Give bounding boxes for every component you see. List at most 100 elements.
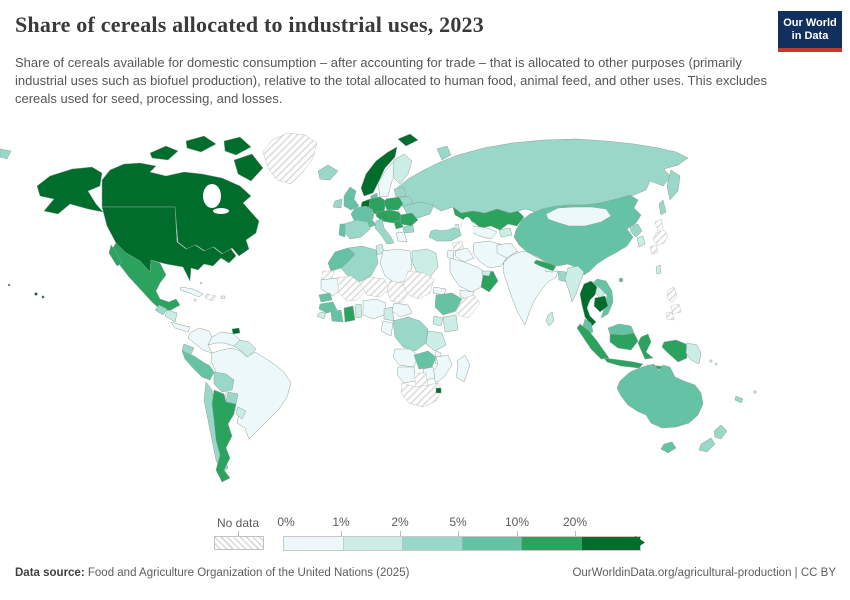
- country-russia-novaya-zemlya[interactable]: [436, 145, 452, 161]
- country-chad[interactable]: [386, 280, 409, 304]
- country-colombia[interactable]: [187, 327, 213, 354]
- country-philippines-visayas[interactable]: [670, 303, 682, 315]
- country-guatemala[interactable]: [154, 304, 168, 316]
- country-finland[interactable]: [392, 153, 413, 185]
- country-iceland[interactable]: [317, 164, 339, 181]
- country-syria[interactable]: [451, 240, 465, 251]
- country-niger[interactable]: [358, 276, 391, 298]
- country-japan-honshu[interactable]: [652, 229, 669, 247]
- country-malaysia-borneo[interactable]: [607, 323, 635, 336]
- country-indonesia-sumatra[interactable]: [576, 323, 610, 360]
- country-mexico[interactable]: [110, 242, 181, 312]
- country-solomon-2[interactable]: [714, 362, 718, 366]
- legend-no-data-swatch[interactable]: [214, 536, 264, 550]
- country-sri-lanka[interactable]: [545, 311, 555, 327]
- country-mali[interactable]: [336, 275, 367, 302]
- country-solomon-1[interactable]: [709, 359, 713, 363]
- country-uae[interactable]: [481, 270, 492, 277]
- country-cuba[interactable]: [179, 286, 204, 298]
- country-new-zealand-south[interactable]: [698, 437, 716, 453]
- country-usa-hawaii-1[interactable]: [34, 292, 38, 296]
- legend-bucket-3[interactable]: [462, 537, 522, 550]
- legend-bucket-1[interactable]: [343, 537, 403, 550]
- country-guinea[interactable]: [318, 301, 338, 314]
- country-switzerland[interactable]: [366, 212, 375, 220]
- country-nigeria[interactable]: [362, 298, 387, 320]
- country-tanzania[interactable]: [425, 330, 447, 352]
- country-indonesia-java[interactable]: [603, 357, 644, 369]
- country-mexico-baja[interactable]: [108, 244, 123, 267]
- country-venezuela[interactable]: [207, 331, 241, 347]
- country-guyanas[interactable]: [233, 339, 257, 358]
- country-australia-tasmania[interactable]: [660, 441, 677, 454]
- country-greece[interactable]: [395, 231, 408, 243]
- country-puerto-rico[interactable]: [220, 295, 226, 299]
- country-cambodia[interactable]: [593, 295, 609, 313]
- country-togo-benin[interactable]: [354, 303, 363, 319]
- country-zambia[interactable]: [413, 350, 437, 370]
- country-thailand[interactable]: [579, 280, 598, 327]
- country-argentina[interactable]: [211, 389, 237, 483]
- country-canada-arctic-2[interactable]: [185, 135, 217, 153]
- country-indonesia-borneo[interactable]: [609, 332, 639, 351]
- country-namibia[interactable]: [396, 366, 417, 384]
- country-somalia[interactable]: [455, 294, 481, 319]
- country-kyrgyzstan-tajikistan[interactable]: [498, 227, 513, 238]
- legend-bucket-5[interactable]: [581, 537, 640, 550]
- country-iraq[interactable]: [454, 247, 475, 263]
- owid-logo[interactable]: Our World in Data: [778, 11, 842, 52]
- country-trinidad-and-tobago[interactable]: [231, 327, 241, 335]
- country-papua-new-guinea[interactable]: [685, 342, 702, 365]
- country-russia-sakhalin[interactable]: [658, 199, 667, 216]
- country-usa-hawaii-3[interactable]: [7, 283, 11, 287]
- country-japan-hokkaido[interactable]: [654, 218, 664, 232]
- country-south-africa[interactable]: [400, 382, 443, 408]
- country-russia-kamchatka[interactable]: [666, 169, 681, 201]
- country-taiwan[interactable]: [655, 264, 662, 275]
- country-dr-congo[interactable]: [392, 316, 429, 352]
- legend-bucket-4[interactable]: [522, 537, 582, 550]
- country-jamaica[interactable]: [193, 298, 197, 302]
- country-angola[interactable]: [392, 348, 419, 368]
- country-svalbard[interactable]: [397, 133, 419, 147]
- country-fiji[interactable]: [753, 390, 757, 394]
- country-vietnam[interactable]: [592, 278, 614, 319]
- country-hispaniola[interactable]: [204, 293, 217, 302]
- country-peru[interactable]: [181, 350, 215, 381]
- country-russia-chukotka-sliver[interactable]: [0, 148, 12, 160]
- country-north-korea[interactable]: [629, 223, 643, 238]
- country-philippines-mindanao[interactable]: [665, 311, 675, 321]
- country-honduras-nicaragua[interactable]: [164, 309, 178, 323]
- country-bahamas[interactable]: [199, 281, 203, 285]
- country-cote-divoire[interactable]: [330, 309, 344, 323]
- country-mozambique[interactable]: [431, 354, 453, 384]
- country-oman[interactable]: [480, 270, 499, 293]
- country-china-hainan[interactable]: [618, 277, 624, 283]
- country-senegal[interactable]: [318, 292, 333, 303]
- country-netherlands-belgium[interactable]: [360, 198, 371, 208]
- country-canada[interactable]: [101, 162, 260, 257]
- country-indonesia-sulawesi[interactable]: [637, 333, 654, 360]
- country-japan-kyushu[interactable]: [649, 244, 659, 255]
- country-ghana[interactable]: [343, 305, 356, 323]
- country-south-korea[interactable]: [636, 235, 646, 248]
- credit-link[interactable]: OurWorldinData.org/agricultural-producti…: [572, 567, 836, 579]
- country-canada-arctic-1[interactable]: [149, 145, 179, 161]
- country-uruguay[interactable]: [235, 406, 247, 420]
- country-baltic-states[interactable]: [393, 186, 407, 198]
- country-greenland[interactable]: [262, 132, 318, 185]
- country-ireland[interactable]: [332, 198, 343, 209]
- country-portugal[interactable]: [338, 223, 346, 238]
- country-australia[interactable]: [616, 363, 704, 429]
- country-bulgaria[interactable]: [402, 224, 415, 234]
- legend-bucket-0[interactable]: [284, 537, 344, 550]
- country-eswatini[interactable]: [435, 387, 442, 394]
- country-poland[interactable]: [383, 196, 404, 211]
- country-canada-arctic-3[interactable]: [223, 136, 252, 156]
- country-mongolia[interactable]: [545, 206, 612, 227]
- country-canada-baffin[interactable]: [233, 153, 264, 182]
- country-spain[interactable]: [343, 219, 371, 240]
- country-egypt[interactable]: [411, 248, 439, 278]
- country-bolivia[interactable]: [213, 371, 235, 393]
- country-myanmar[interactable]: [564, 265, 585, 303]
